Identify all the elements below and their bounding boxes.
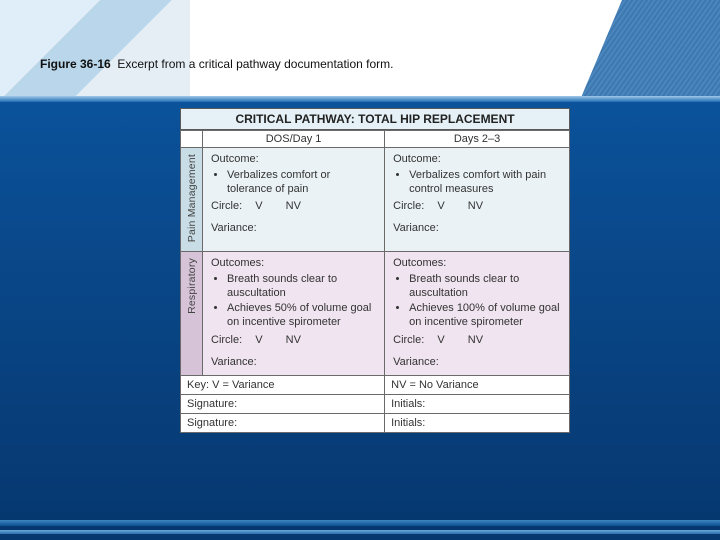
- resp-day1-bullet2: Achieves 50% of volume goal on incentive…: [227, 302, 376, 330]
- key-variance: Key: V = Variance: [181, 376, 385, 395]
- pain-day1-bullet: Verbalizes comfort or tolerance of pain: [227, 169, 376, 197]
- pain-day23-heading: Outcome:: [393, 153, 561, 167]
- form-title: CRITICAL PATHWAY: TOTAL HIP REPLACEMENT: [180, 108, 570, 130]
- resp-day23-bullet1: Breath sounds clear to auscultation: [409, 273, 561, 301]
- footer-bar-2: [0, 530, 720, 534]
- pain-day23-circle: Circle: V NV: [393, 200, 561, 214]
- resp-day1-cell: Outcomes: Breath sounds clear to auscult…: [203, 252, 385, 376]
- header-underline: [0, 96, 720, 102]
- resp-day1-variance: Variance:: [211, 356, 376, 370]
- pain-day23-variance: Variance:: [393, 222, 561, 236]
- resp-day1-heading: Outcomes:: [211, 257, 376, 271]
- blank-corner: [181, 131, 203, 148]
- figure-number: Figure 36-16: [40, 57, 111, 71]
- resp-day23-bullet2: Achieves 100% of volume goal on incentiv…: [409, 302, 561, 330]
- pain-day1-cell: Outcome: Verbalizes comfort or tolerance…: [203, 148, 385, 252]
- pain-day23-bullet: Verbalizes comfort with pain control mea…: [409, 169, 561, 197]
- header-photo-placeholder: [0, 0, 190, 96]
- resp-day1-circle: Circle: V NV: [211, 334, 376, 348]
- signature-2: Signature:: [181, 414, 385, 433]
- pathway-form: CRITICAL PATHWAY: TOTAL HIP REPLACEMENT …: [180, 108, 570, 433]
- pain-day1-variance: Variance:: [211, 222, 376, 236]
- initials-1: Initials:: [385, 395, 570, 414]
- resp-day23-heading: Outcomes:: [393, 257, 561, 271]
- footer-bar-1: [0, 520, 720, 526]
- resp-day1-bullet1: Breath sounds clear to auscultation: [227, 273, 376, 301]
- resp-day23-circle: Circle: V NV: [393, 334, 561, 348]
- pain-day1-circle: Circle: V NV: [211, 200, 376, 214]
- col-day1: DOS/Day 1: [203, 131, 385, 148]
- figure-caption: Figure 36-16 Excerpt from a critical pat…: [38, 56, 396, 72]
- pain-day23-cell: Outcome: Verbalizes comfort with pain co…: [385, 148, 570, 252]
- resp-side-label: Respiratory: [181, 252, 203, 376]
- resp-day23-cell: Outcomes: Breath sounds clear to auscult…: [385, 252, 570, 376]
- pathway-table: DOS/Day 1 Days 2–3 Pain Management Outco…: [180, 130, 570, 433]
- key-novariance: NV = No Variance: [385, 376, 570, 395]
- pain-day1-heading: Outcome:: [211, 153, 376, 167]
- resp-day23-variance: Variance:: [393, 356, 561, 370]
- signature-1: Signature:: [181, 395, 385, 414]
- figure-text: Excerpt from a critical pathway document…: [117, 57, 393, 71]
- initials-2: Initials:: [385, 414, 570, 433]
- col-day23: Days 2–3: [385, 131, 570, 148]
- pain-side-label: Pain Management: [181, 148, 203, 252]
